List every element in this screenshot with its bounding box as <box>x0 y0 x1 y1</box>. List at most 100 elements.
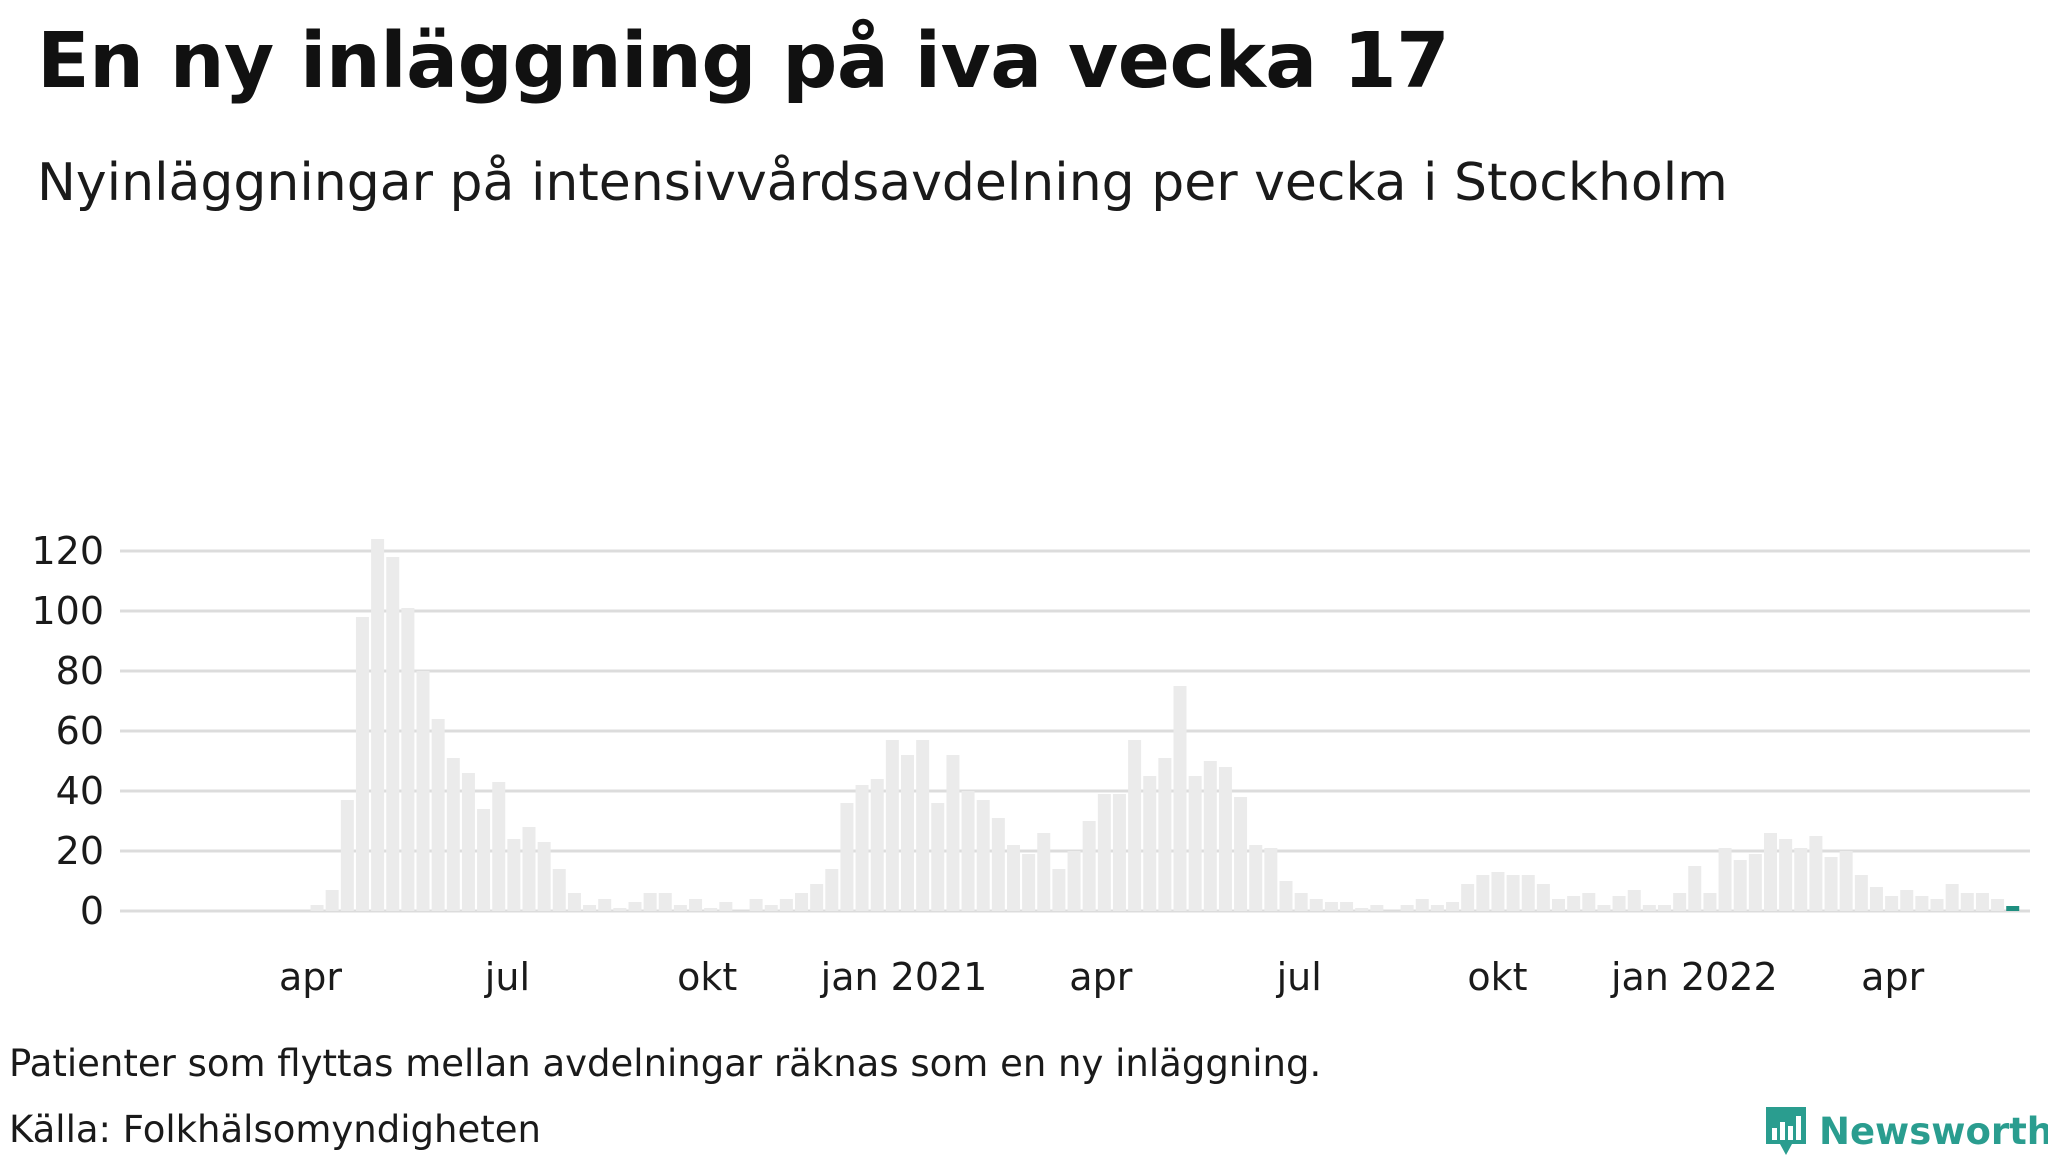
bar <box>1658 905 1671 911</box>
bar <box>1975 893 1989 911</box>
bar <box>749 899 763 911</box>
bar <box>1612 896 1626 911</box>
bar <box>1097 794 1111 911</box>
bar <box>1006 845 1020 911</box>
bar <box>795 893 809 911</box>
bar <box>855 785 869 911</box>
bar <box>976 800 990 911</box>
bar <box>1340 902 1354 911</box>
bar <box>1779 839 1793 911</box>
bar <box>1839 851 1853 911</box>
bar <box>991 818 1005 911</box>
bar <box>1733 860 1747 911</box>
bar <box>1218 767 1232 911</box>
bar <box>1627 890 1641 911</box>
x-tick-label: apr <box>1069 955 1132 999</box>
bar <box>1567 896 1581 911</box>
bar <box>492 782 506 911</box>
bar <box>1264 848 1278 911</box>
bar <box>1400 905 1414 911</box>
bar <box>431 719 445 911</box>
bar <box>1900 890 1914 911</box>
x-axis-tick-labels: apr jul okt jan 2021 apr jul okt jan 2022 apr <box>279 955 1925 999</box>
bar <box>658 893 672 911</box>
x-tick-label: jan 2021 <box>820 955 988 999</box>
y-tick-label: 40 <box>56 769 104 813</box>
chart-subtitle: Nyinläggningar på intensivvårdsavdelning… <box>37 153 1728 213</box>
bar <box>719 902 733 911</box>
bar <box>779 899 793 911</box>
bar <box>1067 851 1081 911</box>
bar <box>1355 908 1369 911</box>
chart-source: Källa: Folkhälsomyndigheten <box>9 1108 541 1151</box>
y-tick-label: 0 <box>80 889 104 933</box>
bar <box>1824 857 1838 911</box>
bar <box>870 779 884 911</box>
y-tick-label: 80 <box>56 649 104 693</box>
x-tick-label: okt <box>1467 955 1527 999</box>
bar <box>810 884 824 911</box>
chart-footnote: Patienter som flyttas mellan avdelningar… <box>9 1042 1322 1085</box>
bar <box>689 899 703 911</box>
bar <box>1082 821 1096 911</box>
bar <box>1309 899 1323 911</box>
bar <box>1188 776 1202 911</box>
bar <box>1688 866 1702 911</box>
bar <box>1158 758 1172 911</box>
bar <box>1112 794 1126 911</box>
bar <box>340 800 354 911</box>
bar <box>1536 884 1550 911</box>
bar <box>628 902 642 911</box>
bar <box>386 557 400 911</box>
bar <box>1415 899 1429 911</box>
newsworthy-chart-icon <box>1766 1107 1806 1155</box>
bar <box>825 869 839 911</box>
y-tick-label: 20 <box>56 829 104 873</box>
bar <box>1763 833 1777 911</box>
x-tick-label: apr <box>279 955 342 999</box>
bar <box>461 773 475 911</box>
x-tick-label: jul <box>484 955 530 999</box>
bar <box>1930 899 1944 911</box>
bar <box>522 827 536 911</box>
y-tick-label: 120 <box>31 529 104 573</box>
bar <box>1324 902 1338 911</box>
bar <box>1446 902 1460 911</box>
bar <box>1370 905 1384 911</box>
bar <box>1461 884 1475 911</box>
bar <box>1476 875 1490 911</box>
bar <box>1506 875 1520 911</box>
bar <box>371 539 385 911</box>
bar <box>1203 761 1217 911</box>
bar <box>1052 869 1066 911</box>
bar <box>552 869 566 911</box>
bar <box>643 893 657 911</box>
bar <box>401 608 415 911</box>
bar <box>416 671 430 911</box>
bar <box>507 839 521 911</box>
bar <box>1430 905 1444 911</box>
bar <box>1022 854 1036 911</box>
bar <box>598 899 612 911</box>
bar <box>477 809 491 911</box>
bar <box>1642 905 1656 911</box>
bar <box>537 842 551 911</box>
bar <box>1491 872 1505 911</box>
bar <box>1128 740 1142 911</box>
bar <box>1991 899 2005 911</box>
bar <box>885 740 899 911</box>
bar <box>1945 884 1959 911</box>
bar <box>961 791 975 911</box>
bar <box>1294 893 1308 911</box>
bar <box>1552 899 1566 911</box>
bar <box>1703 893 1717 911</box>
bar <box>901 755 914 911</box>
bar <box>325 890 339 911</box>
bar <box>355 617 369 911</box>
bar <box>1279 881 1293 911</box>
bar <box>613 908 627 911</box>
bar <box>840 803 854 911</box>
y-axis-tick-labels: 0 20 40 60 80 100 120 <box>31 529 104 933</box>
bar <box>1597 905 1611 911</box>
